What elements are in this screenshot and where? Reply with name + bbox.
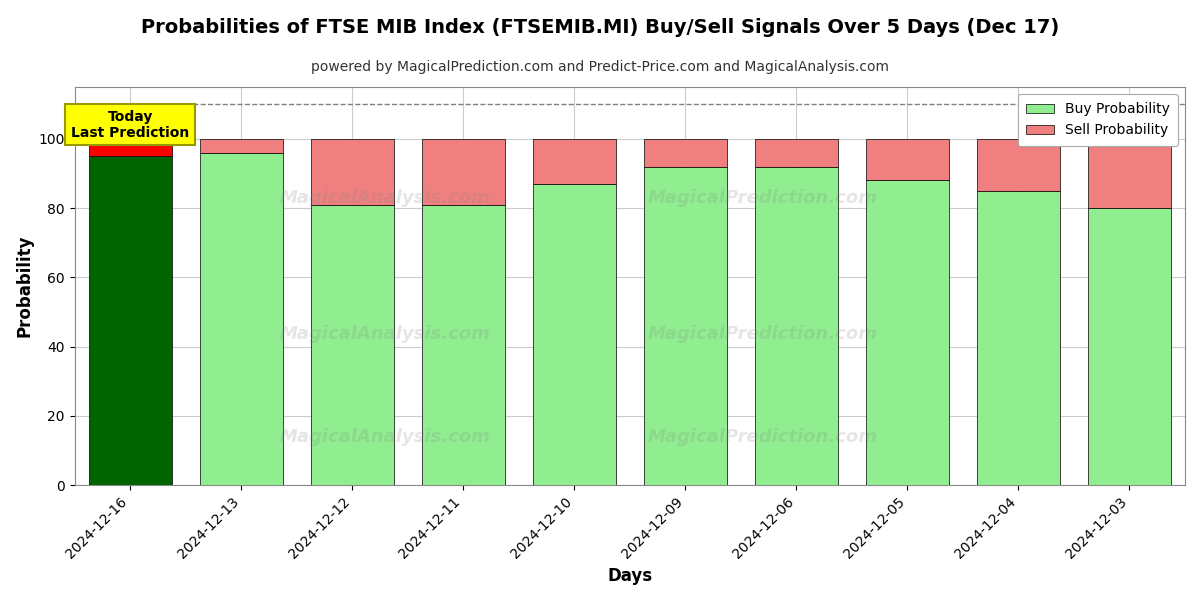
Bar: [89, 139, 172, 156]
Bar: [1088, 139, 1171, 208]
Bar: [865, 181, 949, 485]
Bar: [1088, 208, 1171, 485]
Bar: [199, 139, 283, 153]
Text: MagicalPrediction.com: MagicalPrediction.com: [648, 428, 878, 446]
Text: powered by MagicalPrediction.com and Predict-Price.com and MagicalAnalysis.com: powered by MagicalPrediction.com and Pre…: [311, 60, 889, 74]
Text: MagicalAnalysis.com: MagicalAnalysis.com: [280, 428, 491, 446]
Bar: [311, 205, 394, 485]
Bar: [643, 139, 727, 167]
Bar: [89, 156, 172, 485]
Bar: [533, 139, 616, 184]
Bar: [977, 191, 1060, 485]
Text: MagicalPrediction.com: MagicalPrediction.com: [648, 190, 878, 208]
Text: MagicalPrediction.com: MagicalPrediction.com: [648, 325, 878, 343]
Bar: [199, 153, 283, 485]
Bar: [977, 139, 1060, 191]
Bar: [643, 167, 727, 485]
Text: Today
Last Prediction: Today Last Prediction: [71, 110, 190, 140]
X-axis label: Days: Days: [607, 567, 653, 585]
Bar: [865, 139, 949, 181]
Text: MagicalAnalysis.com: MagicalAnalysis.com: [280, 190, 491, 208]
Text: Probabilities of FTSE MIB Index (FTSEMIB.MI) Buy/Sell Signals Over 5 Days (Dec 1: Probabilities of FTSE MIB Index (FTSEMIB…: [140, 18, 1060, 37]
Bar: [421, 205, 505, 485]
Text: MagicalAnalysis.com: MagicalAnalysis.com: [280, 325, 491, 343]
Bar: [533, 184, 616, 485]
Legend: Buy Probability, Sell Probability: Buy Probability, Sell Probability: [1018, 94, 1178, 146]
Bar: [755, 167, 838, 485]
Y-axis label: Probability: Probability: [16, 235, 34, 337]
Bar: [755, 139, 838, 167]
Bar: [421, 139, 505, 205]
Bar: [311, 139, 394, 205]
